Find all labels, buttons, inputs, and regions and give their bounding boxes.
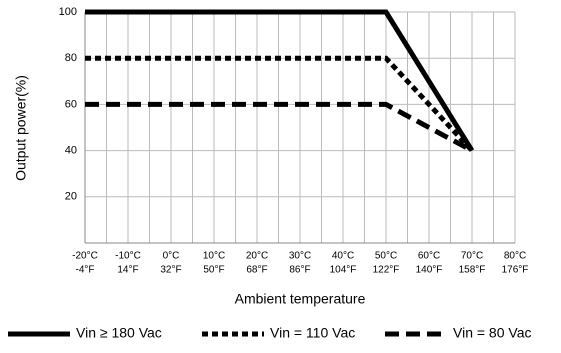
x-tick-label-f: 122°F (373, 265, 400, 276)
x-tick-label-f: 50°F (203, 265, 224, 276)
y-tick-label: 40 (65, 145, 77, 157)
x-tick-label-f: 32°F (160, 265, 181, 276)
x-tick-label-f: 176°F (502, 265, 529, 276)
x-tick-label: 30°C (289, 251, 311, 262)
y-tick-label: 60 (65, 98, 77, 110)
x-tick-label-f: 14°F (117, 265, 138, 276)
legend-label: Vin ≥ 180 Vac (76, 325, 162, 341)
x-tick-label: 60°C (418, 251, 440, 262)
y-tick-label: 80 (65, 52, 77, 64)
y-axis-label: Output power(%) (13, 75, 29, 181)
y-tick-label: 100 (59, 6, 77, 18)
legend-label: Vin = 80 Vac (453, 325, 531, 341)
x-tick-label-f: 68°F (246, 265, 267, 276)
x-tick-label: 0°C (163, 251, 180, 262)
legend-label: Vin = 110 Vac (270, 325, 355, 341)
x-tick-label-f: 140°F (416, 265, 443, 276)
x-tick-label: -10°C (115, 251, 141, 262)
x-tick-label-f: 104°F (330, 265, 357, 276)
x-tick-label: 50°C (375, 251, 397, 262)
x-tick-label-f: 86°F (289, 265, 310, 276)
x-tick-label: 10°C (203, 251, 225, 262)
series-line (85, 9, 475, 152)
x-axis-label: Ambient temperature (235, 291, 366, 307)
x-tick-label: 20°C (246, 251, 268, 262)
x-tick-label-f: -4°F (76, 265, 95, 276)
x-tick-label: 70°C (461, 251, 483, 262)
x-tick-label: -20°C (72, 251, 98, 262)
y-tick-label: 20 (65, 191, 77, 203)
series-line (85, 55, 474, 153)
x-tick-label-f: 158°F (459, 265, 486, 276)
x-tick-label: 80°C (504, 251, 526, 262)
series-line (85, 101, 474, 153)
x-tick-label: 40°C (332, 251, 354, 262)
